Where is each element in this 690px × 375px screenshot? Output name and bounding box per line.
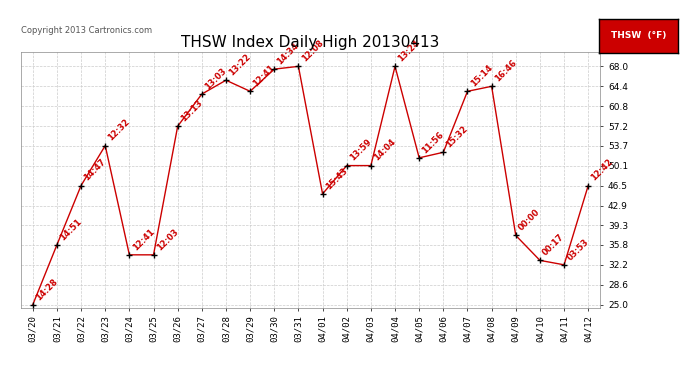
Text: THSW  (°F): THSW (°F) [611,31,667,40]
Text: 11:56: 11:56 [420,130,446,155]
Text: 12:42: 12:42 [589,158,615,183]
Text: 12:41: 12:41 [251,63,277,88]
Text: 13:24: 13:24 [396,38,422,64]
Text: 15:14: 15:14 [469,63,494,88]
Text: 15:32: 15:32 [444,124,470,150]
Text: 14:04: 14:04 [372,138,397,163]
Text: 16:46: 16:46 [493,58,518,84]
Text: Copyright 2013 Cartronics.com: Copyright 2013 Cartronics.com [21,26,152,35]
Text: 14:34: 14:34 [275,41,301,66]
Text: 12:03: 12:03 [155,227,180,252]
Text: 13:13: 13:13 [179,98,204,123]
Text: 14:51: 14:51 [58,217,83,242]
Text: 13:59: 13:59 [348,138,373,163]
Text: 03:53: 03:53 [565,237,591,262]
Text: 12:08: 12:08 [299,38,325,64]
Text: 13:03: 13:03 [203,66,228,91]
Text: 15:43: 15:43 [324,166,349,191]
Title: THSW Index Daily High 20130413: THSW Index Daily High 20130413 [181,35,440,50]
Text: 14:47: 14:47 [82,158,108,183]
Text: 00:00: 00:00 [517,208,542,232]
Text: 12:32: 12:32 [106,118,132,143]
Text: 13:22: 13:22 [227,52,253,78]
Text: 12:41: 12:41 [130,227,156,252]
Text: 14:28: 14:28 [34,277,59,302]
Text: 00:17: 00:17 [541,232,566,258]
